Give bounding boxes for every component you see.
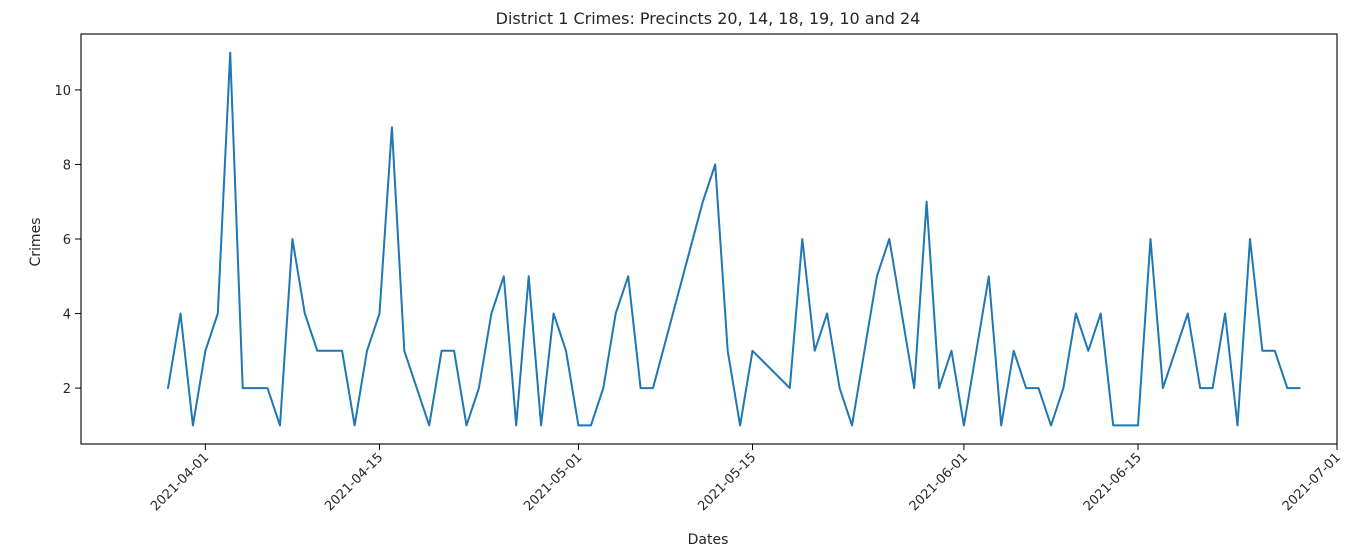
x-tick-label: 2021-06-01 — [907, 450, 971, 514]
x-tick-label: 2021-07-01 — [1280, 450, 1344, 514]
y-tick-label: 4 — [63, 308, 71, 323]
y-tick-label: 8 — [63, 158, 71, 173]
x-tick-label: 2021-05-15 — [695, 450, 759, 514]
y-axis-label: Crimes — [28, 218, 44, 267]
plot-frame — [80, 33, 1338, 445]
y-tick-label: 6 — [63, 233, 71, 248]
x-axis-label: Dates — [688, 532, 729, 548]
y-tick-label: 10 — [54, 84, 71, 99]
x-tick-label: 2021-05-01 — [521, 450, 585, 514]
x-tick-label: 2021-04-15 — [322, 450, 386, 514]
series-line — [167, 51, 1301, 427]
y-tick-label: 2 — [63, 382, 71, 397]
series-layer — [167, 51, 1301, 427]
chart-title: District 1 Crimes: Precincts 20, 14, 18,… — [496, 9, 921, 28]
x-tick-label: 2021-04-01 — [148, 450, 212, 514]
y-axis-ticks: 2 4 6 8 10 — [54, 84, 81, 397]
x-axis-ticks: 2021-04-01 2021-04-15 2021-05-01 2021-05-15… — [148, 444, 1344, 514]
x-tick-label: 2021-06-15 — [1081, 450, 1145, 514]
